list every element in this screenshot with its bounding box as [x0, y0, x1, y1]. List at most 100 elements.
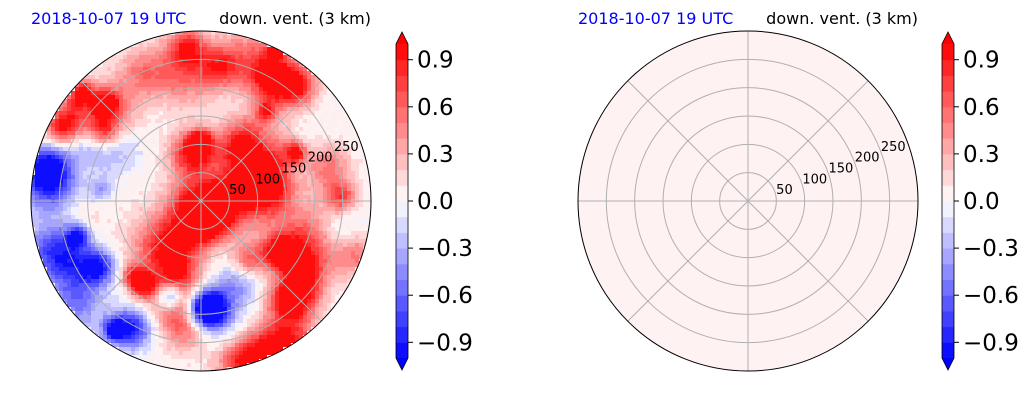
field-cell — [295, 115, 299, 119]
field-cell — [159, 275, 163, 279]
field-cell — [251, 43, 255, 47]
field-cell — [115, 323, 119, 327]
field-cell — [159, 263, 163, 267]
field-cell — [187, 147, 191, 151]
field-cell — [99, 183, 103, 187]
field-cell — [315, 143, 319, 147]
field-cell — [151, 39, 155, 43]
field-cell — [351, 263, 355, 267]
field-cell — [163, 307, 167, 311]
field-cell — [287, 295, 291, 299]
field-cell — [271, 51, 275, 55]
field-cell — [311, 279, 315, 283]
field-cell — [267, 243, 271, 247]
field-cell — [327, 171, 331, 175]
field-cell — [107, 127, 111, 131]
field-cell — [155, 259, 159, 263]
field-cell — [299, 271, 303, 275]
field-cell — [31, 183, 35, 187]
field-cell — [211, 131, 215, 135]
field-cell — [119, 79, 123, 83]
field-cell — [327, 223, 331, 227]
field-cell — [55, 151, 59, 155]
field-cell — [51, 215, 55, 219]
field-cell — [275, 219, 279, 223]
field-cell — [211, 279, 215, 283]
field-cell — [71, 271, 75, 275]
field-cell — [163, 211, 167, 215]
field-cell — [291, 111, 295, 115]
field-cell — [239, 35, 243, 39]
field-cell — [107, 139, 111, 143]
field-cell — [187, 111, 191, 115]
field-cell — [163, 35, 167, 39]
field-cell — [211, 143, 215, 147]
field-cell — [131, 299, 135, 303]
field-cell — [131, 71, 135, 75]
field-cell — [163, 59, 167, 63]
field-cell — [227, 215, 231, 219]
field-cell — [91, 323, 95, 327]
field-cell — [39, 231, 43, 235]
field-cell — [355, 167, 359, 171]
field-cell — [167, 35, 171, 39]
field-cell — [287, 243, 291, 247]
field-cell — [159, 107, 163, 111]
field-cell — [143, 231, 147, 235]
field-cell — [123, 287, 127, 291]
field-cell — [203, 279, 207, 283]
field-cell — [207, 303, 211, 307]
field-cell — [183, 67, 187, 71]
field-cell — [91, 295, 95, 299]
field-cell — [231, 271, 235, 275]
field-cell — [127, 303, 131, 307]
field-cell — [203, 219, 207, 223]
field-cell — [279, 111, 283, 115]
field-cell — [159, 219, 163, 223]
field-cell — [207, 179, 211, 183]
field-cell — [251, 223, 255, 227]
field-cell — [83, 159, 87, 163]
field-cell — [159, 75, 163, 79]
field-cell — [127, 319, 131, 323]
field-cell — [315, 267, 319, 271]
field-cell — [275, 239, 279, 243]
field-cell — [123, 291, 127, 295]
field-cell — [351, 187, 355, 191]
field-cell — [271, 311, 275, 315]
field-cell — [303, 239, 307, 243]
field-cell — [219, 83, 223, 87]
field-cell — [311, 211, 315, 215]
field-cell — [267, 203, 271, 207]
field-cell — [339, 255, 343, 259]
field-cell — [243, 75, 247, 79]
field-cell — [243, 107, 247, 111]
field-cell — [271, 191, 275, 195]
field-cell — [147, 271, 151, 275]
field-cell — [63, 147, 67, 151]
field-cell — [247, 83, 251, 87]
field-cell — [235, 255, 239, 259]
field-cell — [223, 195, 227, 199]
field-cell — [151, 59, 155, 63]
field-cell — [47, 135, 51, 139]
field-cell — [123, 103, 127, 107]
field-cell — [115, 163, 119, 167]
field-cell — [331, 227, 335, 231]
field-cell — [215, 155, 219, 159]
field-cell — [335, 279, 339, 283]
field-cell — [299, 295, 303, 299]
field-cell — [215, 31, 219, 35]
field-cell — [143, 295, 147, 299]
field-cell — [343, 231, 347, 235]
field-cell — [339, 287, 343, 291]
field-cell — [51, 243, 55, 247]
field-cell — [299, 203, 303, 207]
field-cell — [211, 87, 215, 91]
field-cell — [267, 299, 271, 303]
field-cell — [339, 159, 343, 163]
field-cell — [99, 327, 103, 331]
field-cell — [283, 295, 287, 299]
field-cell — [211, 323, 215, 327]
field-cell — [211, 31, 215, 35]
